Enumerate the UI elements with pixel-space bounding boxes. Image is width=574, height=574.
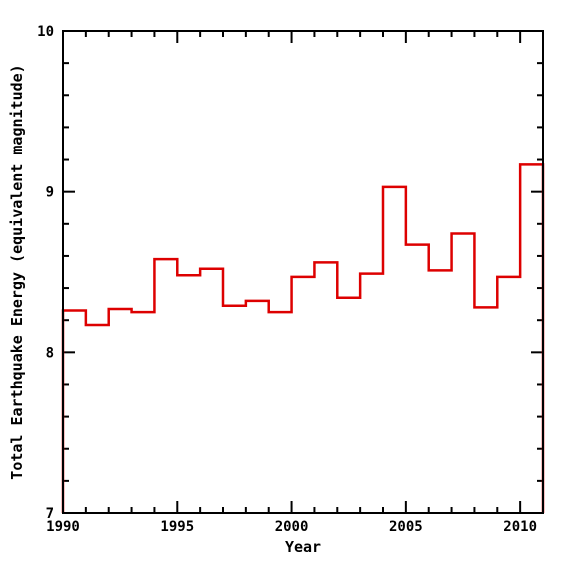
x-tick-label: 1995 — [160, 519, 194, 535]
y-tick-label: 10 — [37, 24, 54, 40]
y-tick-label: 8 — [46, 345, 54, 361]
y-axis-label: Total Earthquake Energy (equivalent magn… — [8, 64, 26, 479]
y-tick-label: 7 — [46, 506, 54, 522]
series-step-line — [61, 163, 545, 513]
x-tick-label: 2010 — [503, 519, 537, 535]
series-group — [61, 163, 545, 513]
x-tick-label: 2000 — [275, 519, 309, 535]
y-tick-label: 9 — [46, 185, 54, 201]
y-tick-labels: 7 8 9 10 — [37, 24, 54, 522]
x-tick-label: 1990 — [46, 519, 80, 535]
plot-frame — [62, 30, 544, 514]
x-axis-label: Year — [285, 538, 321, 556]
x-tick-labels: 1990 1995 2000 2005 2010 — [46, 519, 537, 535]
x-tick-label: 2005 — [389, 519, 423, 535]
